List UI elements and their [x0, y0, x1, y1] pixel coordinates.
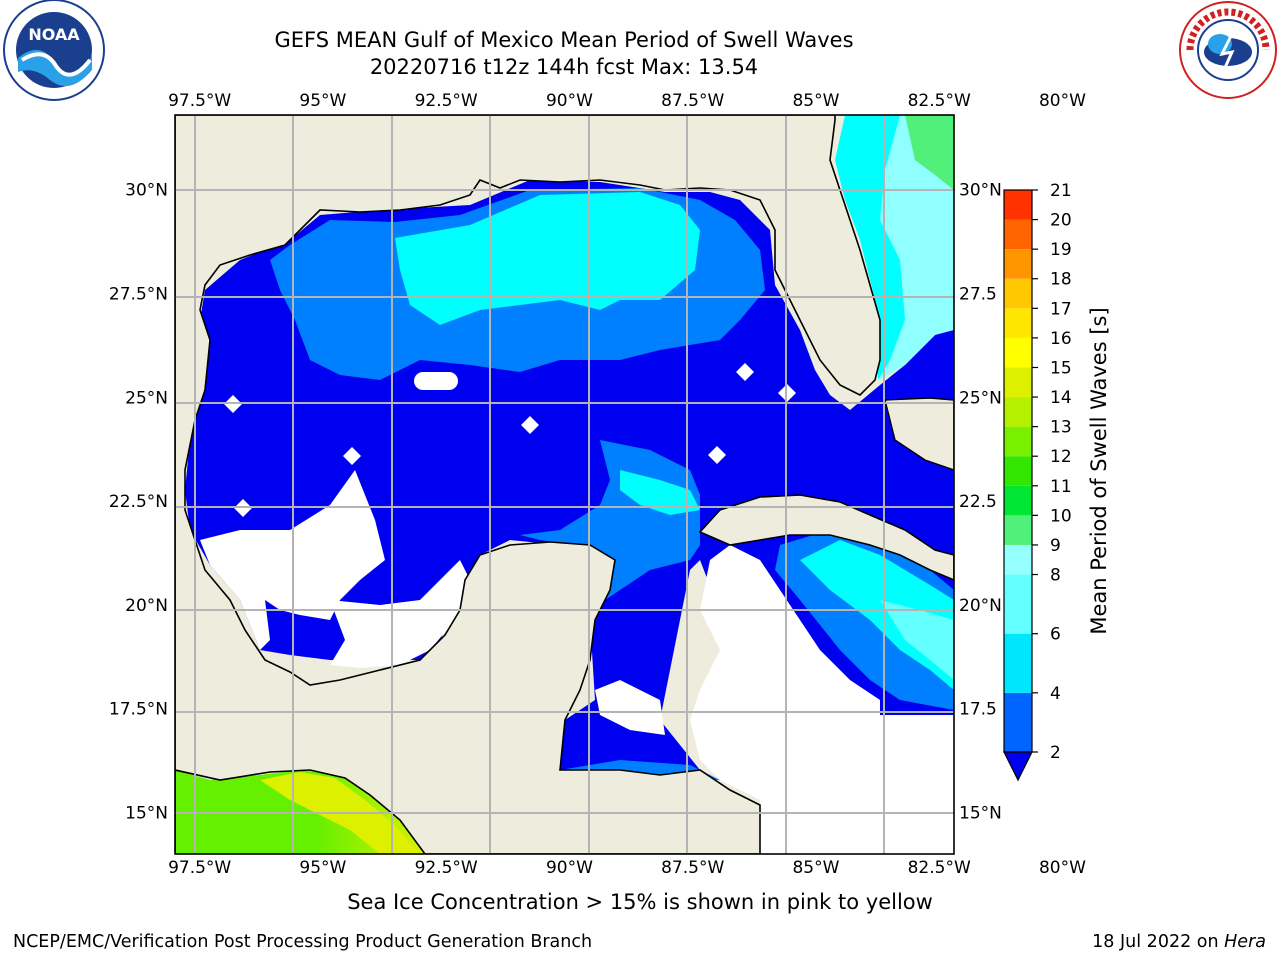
- nodata-bay-campeche: [330, 560, 470, 668]
- colorbar-extend-min: [1003, 751, 1033, 782]
- colorbar-tick-label: 19: [1050, 240, 1072, 260]
- colorbar-tick-label: 8: [1050, 566, 1061, 586]
- colorbar-segment: [1004, 426, 1032, 457]
- colorbar-tick-label: 12: [1050, 447, 1072, 467]
- y-tick-label-right: 30°N: [959, 181, 1002, 201]
- noaa-logo: NOAA: [3, 0, 105, 101]
- nws-logo: [1179, 1, 1277, 99]
- colorbar-tick-label: 15: [1050, 358, 1072, 378]
- colorbar-tick-label: 18: [1050, 270, 1072, 290]
- nodata-speck-4: [708, 446, 726, 464]
- x-tick-label-top: 95°W: [299, 91, 346, 111]
- nodata-speck-7: [343, 447, 361, 465]
- colorbar-tick-label: 9: [1050, 536, 1061, 556]
- nodata-caribbean: [690, 545, 954, 854]
- x-tick-label-bottom: 80°W: [1039, 858, 1086, 878]
- y-tick-label-left: 20°N: [125, 596, 168, 616]
- plot-frame: [174, 114, 955, 855]
- x-tick-label-bottom: 85°W: [792, 858, 839, 878]
- colorbar-segment: [1004, 367, 1032, 398]
- nodata-speck-3: [521, 416, 539, 434]
- colorbar-segment: [1004, 633, 1032, 693]
- nodata-speck-5: [736, 363, 754, 381]
- footer-credit: NCEP/EMC/Verification Post Processing Pr…: [13, 932, 593, 952]
- colorbar-segment: [1004, 397, 1032, 427]
- y-tick-label-right: 25°N: [959, 388, 1002, 408]
- y-tick-label-right: 20°N: [959, 596, 1002, 616]
- sea-ice-note: Sea Ice Concentration > 15% is shown in …: [347, 890, 933, 914]
- gulf-north-region: [395, 192, 700, 325]
- map-grid: [175, 115, 954, 854]
- x-tick-label-top: 92.5°W: [415, 91, 478, 111]
- colorbar-segment: [1004, 574, 1032, 634]
- colorbar-tick-label: 6: [1050, 625, 1061, 645]
- colorbar-segment: [1004, 219, 1032, 250]
- colorbar-segment: [1004, 337, 1032, 368]
- colorbar-segment: [1004, 692, 1032, 752]
- y-tick-label-right: 17.5: [959, 700, 997, 720]
- colorbar-tick-label: 17: [1050, 299, 1072, 319]
- atlantic-ne-region: [905, 115, 954, 190]
- colorbar-segment: [1004, 515, 1032, 545]
- x-tick-label-bottom: 97.5°W: [168, 858, 231, 878]
- land-bahamas: [884, 397, 954, 471]
- map-field: [175, 115, 954, 854]
- y-tick-label-left: 15°N: [125, 803, 168, 823]
- footer-host: Hera: [1224, 932, 1266, 952]
- y-tick-label-left: 30°N: [125, 181, 168, 201]
- footer-date: 18 Jul 2022 on Hera: [1092, 932, 1266, 952]
- colorbar-tick-label: 20: [1050, 211, 1072, 231]
- x-tick-label-bottom: 95°W: [299, 858, 346, 878]
- x-tick-label-top: 85°W: [792, 91, 839, 111]
- colorbar-frame: [1003, 189, 1033, 753]
- x-tick-label-top: 90°W: [546, 91, 593, 111]
- noaa-logo-text: NOAA: [28, 25, 80, 44]
- colorbar-tick-label: 10: [1050, 506, 1072, 526]
- colorbar-tick-label: 13: [1050, 418, 1072, 438]
- x-tick-label-top: 82.5°W: [908, 91, 971, 111]
- colorbar-tick-label: 11: [1050, 477, 1072, 497]
- caribbean-light-region: [880, 600, 954, 680]
- caribbean-cyan-region: [800, 540, 954, 690]
- colorbar-tick-label: 21: [1050, 181, 1072, 201]
- x-tick-label-top: 97.5°W: [168, 91, 231, 111]
- colorbar-segment: [1004, 544, 1032, 575]
- y-tick-label-left: 25°N: [125, 388, 168, 408]
- colorbar-tick-label: 4: [1050, 684, 1061, 704]
- footer-date-text: 18 Jul 2022 on: [1092, 932, 1225, 952]
- colorbar-segment: [1004, 190, 1032, 220]
- x-tick-label-bottom: 92.5°W: [415, 858, 478, 878]
- colorbar-segment: [1004, 456, 1032, 486]
- y-tick-label-left: 27.5°N: [109, 285, 168, 305]
- axis-labels: 97.5°W 97.5°W 95°W 95°W 92.5°W 92.5°W 90°W 90°W…: [109, 91, 1086, 878]
- colorbar-label: Mean Period of Swell Waves [s]: [1087, 307, 1111, 634]
- x-tick-label-top: 87.5°W: [661, 91, 724, 111]
- x-tick-label-bottom: 90°W: [546, 858, 593, 878]
- colorbar-tick-label: 2: [1050, 743, 1061, 763]
- colorbar: 2 4 6 8 9 10 11 12 13 14 15 16 17 18 19 20 21 Mean Period…: [1003, 181, 1111, 782]
- nodata-caribbean-2: [595, 680, 665, 735]
- chart-subtitle: 20220716 t12z 144h fcst Max: 13.54: [369, 55, 759, 79]
- colorbar-tick-label: 14: [1050, 388, 1072, 408]
- atlantic-cyan-region: [835, 115, 905, 380]
- y-tick-label-right: 15°N: [959, 803, 1002, 823]
- colorbar-segment: [1004, 308, 1032, 338]
- land-mexico: [175, 115, 881, 854]
- y-tick-label-left: 22.5°N: [109, 492, 168, 512]
- colorbar-segment: [1004, 278, 1032, 309]
- gulf-north-region-2: [620, 470, 700, 515]
- colorbar-tick-label: 16: [1050, 329, 1072, 349]
- colorbar-segment: [1004, 485, 1032, 516]
- y-tick-label-left: 17.5°N: [109, 700, 168, 720]
- nodata-speck-1: [414, 372, 458, 390]
- colorbar-segment: [1004, 249, 1032, 279]
- y-tick-label-right: 27.5: [959, 285, 997, 305]
- x-tick-label-bottom: 87.5°W: [661, 858, 724, 878]
- chart-title: GEFS MEAN Gulf of Mexico Mean Period of …: [274, 28, 854, 52]
- x-tick-label-bottom: 82.5°W: [908, 858, 971, 878]
- x-tick-label-top: 80°W: [1039, 91, 1086, 111]
- nodata-speck-9: [718, 673, 736, 691]
- y-tick-label-right: 22.5: [959, 492, 997, 512]
